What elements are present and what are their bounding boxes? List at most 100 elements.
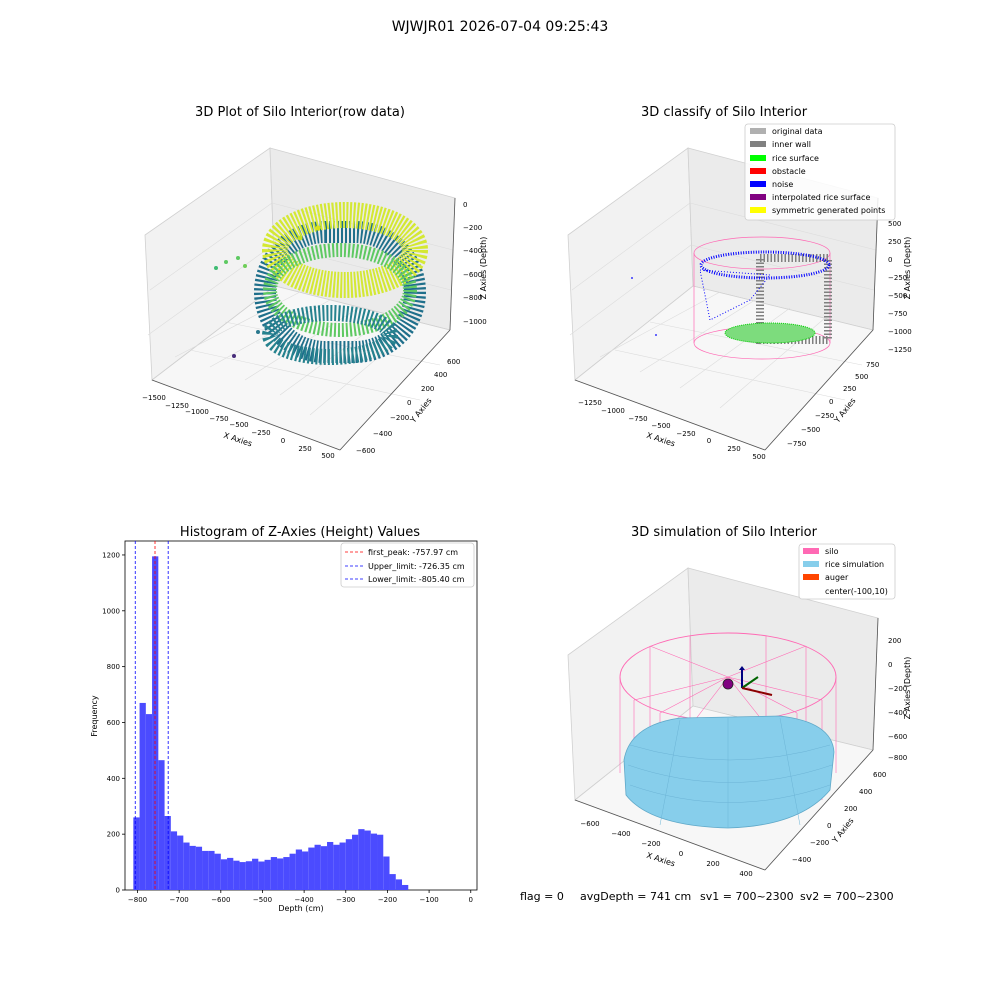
legend-swatch-rice-surface [750, 155, 766, 161]
simulation-y-tick: 200 [844, 805, 857, 813]
histogram-y-tick-label: 800 [107, 663, 120, 671]
classify-x-tick: 0 [707, 437, 711, 445]
legend-label: rice surface [772, 154, 819, 163]
raw-z-tick: −1000 [463, 318, 487, 326]
histogram-bar [158, 760, 165, 890]
histogram-vlines [134, 541, 169, 890]
histogram-axes-frame [124, 540, 478, 891]
simulation-y-tick: 400 [859, 788, 872, 796]
histogram-bar [327, 841, 334, 890]
classify-z-tick: −750 [888, 310, 907, 318]
histogram-bar [220, 859, 228, 890]
histogram-x-tick-label: −800 [128, 896, 147, 904]
simulation-legend: silo rice simulation auger center(-100,1… [798, 543, 896, 600]
simulation-y-tick: 0 [827, 822, 831, 830]
raw-y-tick: 400 [434, 371, 447, 379]
histogram-bar [139, 702, 146, 890]
sv1-text: sv1 = 700~2300 [700, 890, 794, 903]
histogram-x-tick-label: −400 [295, 896, 314, 904]
legend-label: interpolated rice surface [772, 193, 870, 202]
histogram-y-ticks: 0 200 400 600 800 1000 1200 [102, 551, 125, 895]
simulation-x-tick: −200 [641, 840, 660, 848]
simulation-z-tick: −200 [888, 685, 907, 693]
histogram-x-ticks: −800 −700 −600 −500 −400 −300 −200 −100 0 [128, 890, 473, 904]
raw-x-tick: −1250 [165, 402, 189, 410]
classify-x-tick: 500 [752, 453, 765, 461]
raw-y-tick: 600 [447, 358, 460, 366]
histogram-bar [145, 714, 153, 890]
histogram-x-tick-label: −200 [378, 896, 397, 904]
simulation-y-tick: −400 [792, 856, 811, 864]
flag-text: flag = 0 [520, 890, 564, 903]
legend-swatch-silo [803, 548, 819, 554]
histogram-bar [389, 874, 396, 890]
histogram-bar [402, 884, 409, 890]
simulation-x-tick-labels: −600 −400 −200 0 200 400 [580, 820, 752, 878]
histogram-x-tick-label: −100 [419, 896, 438, 904]
simulation-x-tick: −400 [611, 830, 630, 838]
simulation-x-tick: 0 [679, 850, 683, 858]
legend-swatch-obstacle [750, 168, 766, 174]
classify-x-tick-labels: −1250 −1000 −750 −500 −250 0 250 500 [578, 399, 766, 461]
raw-x-tick: 500 [321, 452, 334, 460]
simulation-z-tick-labels: 200 0 −200 −400 −600 −800 [888, 637, 907, 762]
classify-x-tick: 250 [727, 445, 740, 453]
histogram-bar [377, 834, 384, 890]
classify-x-tick: −500 [651, 422, 670, 430]
histogram-bar [395, 879, 403, 890]
histogram-legend: first_peak: -757.97 cm Upper_limit: -726… [340, 542, 475, 588]
legend-swatch-inner-wall [750, 141, 766, 147]
histogram-bar [308, 847, 315, 890]
histogram-bar [370, 833, 378, 890]
classify-panel-title: 3D classify of Silo Interior [641, 105, 808, 120]
legend-swatch-noise [750, 181, 766, 187]
histogram-bar [233, 860, 240, 890]
raw-z-tick: −200 [463, 224, 482, 232]
classify-y-tick: 750 [866, 361, 879, 369]
figure-suptitle: WJWJR01 2026-07-04 09:25:43 [392, 19, 609, 35]
raw-x-axis-label: X Axies [222, 431, 253, 449]
raw-z-axis-label: Z Axies (Depth) [479, 237, 488, 300]
histogram-x-tick-label: −600 [211, 896, 230, 904]
raw-x-tick: 250 [298, 445, 311, 453]
raw-x-tick: −1500 [142, 394, 166, 402]
histogram-bar [314, 844, 321, 890]
histogram-bar [252, 858, 259, 890]
simulation-z-tick: 0 [888, 661, 892, 669]
histogram-y-tick-label: 1200 [102, 551, 120, 559]
classify-z-tick: −250 [888, 274, 907, 282]
histogram-bar [227, 857, 234, 890]
histogram-bar [283, 857, 290, 890]
histogram-y-tick-label: 600 [107, 719, 120, 727]
histogram-x-axis-label: Depth (cm) [278, 904, 323, 913]
sv2-text: sv2 = 700~2300 [800, 890, 894, 903]
histogram-bar [339, 842, 346, 890]
avg-depth-text: avgDepth = 741 cm [580, 890, 691, 903]
legend-swatch-original-data [750, 128, 766, 134]
histogram-bar [270, 857, 278, 890]
simulation-panel: 3D simulation of Silo Interior [567, 525, 912, 878]
histogram-bar [333, 844, 340, 890]
raw-z-tick: 0 [463, 201, 467, 209]
classify-z-tick: −500 [888, 292, 907, 300]
simulation-x-tick: 200 [706, 860, 719, 868]
legend-swatch-rice-simulation [803, 561, 819, 567]
histogram-bar [208, 850, 215, 890]
classify-y-tick: 500 [855, 373, 868, 381]
simulation-panel-title: 3D simulation of Silo Interior [631, 525, 818, 540]
classify-y-tick: −750 [787, 440, 806, 448]
classify-y-axis-label: Y Axies [832, 396, 858, 425]
histogram-x-tick-label: −700 [170, 896, 189, 904]
histogram-bar [133, 817, 140, 890]
raw-y-tick: 0 [407, 399, 411, 407]
histogram-bar [183, 842, 190, 890]
histogram-bar [277, 858, 284, 890]
raw-z-tick: −800 [463, 294, 482, 302]
legend-label: auger [825, 573, 849, 582]
histogram-bar [245, 861, 253, 890]
classify-x-tick: −750 [628, 415, 647, 423]
legend-label: original data [772, 127, 823, 136]
legend-label: Lower_limit: -805.40 cm [368, 575, 465, 584]
legend-swatch-auger [803, 574, 819, 580]
